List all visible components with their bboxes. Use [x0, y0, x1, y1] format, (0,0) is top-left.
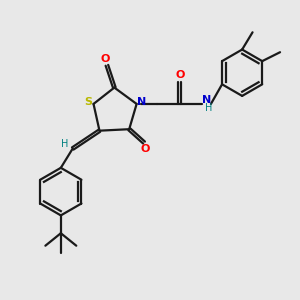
Text: S: S: [84, 98, 92, 107]
Text: O: O: [175, 70, 184, 80]
Text: H: H: [61, 139, 68, 149]
Text: O: O: [100, 54, 110, 64]
Text: N: N: [137, 98, 147, 107]
Text: O: O: [141, 143, 150, 154]
Text: N: N: [202, 95, 211, 105]
Text: H: H: [205, 103, 212, 113]
